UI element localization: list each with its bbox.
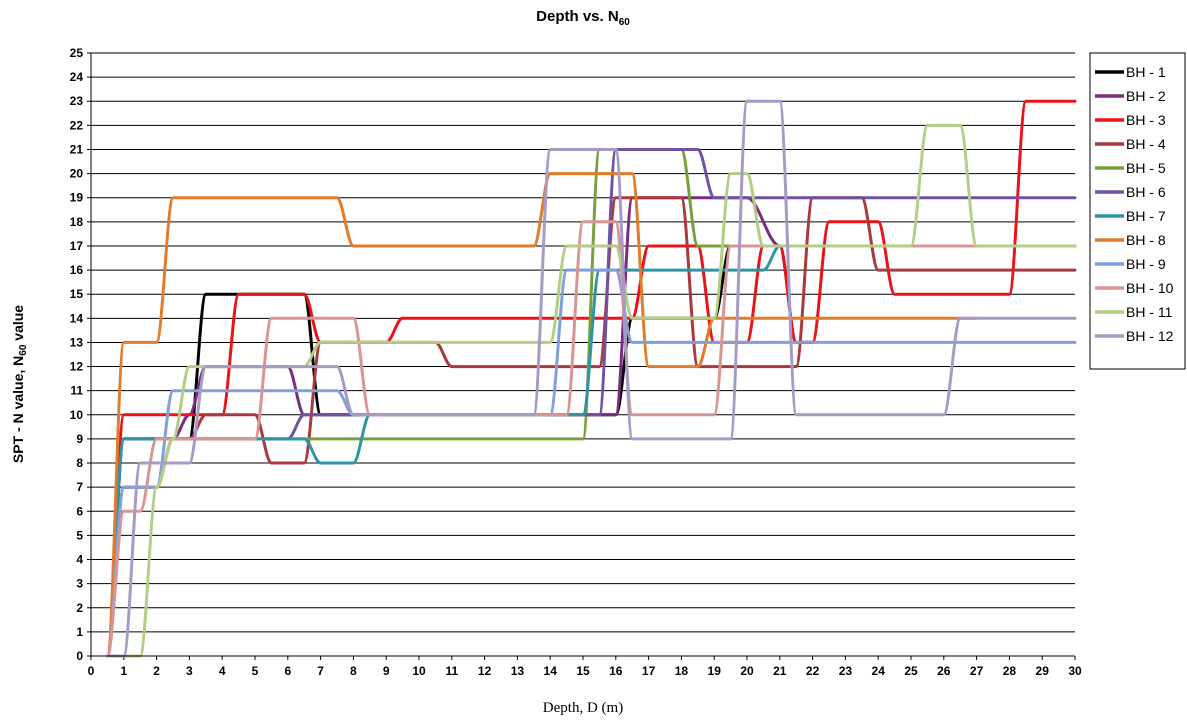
x-tick-label-27: 27 [970,664,984,678]
x-tick-label-15: 15 [576,664,590,678]
x-tick-label-9: 9 [383,664,390,678]
y-tick-label-1: 1 [76,625,83,639]
legend-label-bh-6: BH - 6 [1126,184,1166,200]
series-line-bh-6 [105,148,1077,658]
legend-label-bh-11: BH - 11 [1126,304,1173,320]
y-axis-label-main: SPT - N value, N [10,356,26,463]
legend-label-bh-4: BH - 4 [1126,136,1166,152]
y-tick-label-6: 6 [76,504,83,518]
x-tick-label-30: 30 [1068,664,1082,678]
x-tick-label-10: 10 [412,664,426,678]
y-tick-label-8: 8 [76,456,83,470]
x-tick-label-24: 24 [872,664,886,678]
x-tick-label-12: 12 [478,664,492,678]
legend-label-bh-10: BH - 10 [1126,280,1174,296]
x-tick-label-21: 21 [773,664,787,678]
y-tick-label-3: 3 [76,577,83,591]
y-tick-label-15: 15 [70,287,84,301]
y-axis-label-subscript: 60 [18,344,29,356]
y-tick-label-2: 2 [76,601,83,615]
x-tick-label-3: 3 [186,664,193,678]
legend-label-bh-5: BH - 5 [1126,160,1166,176]
y-tick-label-9: 9 [76,432,83,446]
x-tick-label-5: 5 [252,664,259,678]
x-tick-label-20: 20 [740,664,754,678]
x-tick-label-17: 17 [642,664,656,678]
x-tick-label-11: 11 [445,664,458,678]
legend-label-bh-1: BH - 1 [1126,64,1166,80]
y-tick-label-22: 22 [70,118,84,132]
x-tick-label-2: 2 [153,664,160,678]
y-tick-label-23: 23 [70,94,84,108]
y-axis-label: SPT - N value, N60 value [10,305,29,463]
x-tick-label-29: 29 [1036,664,1050,678]
y-tick-label-16: 16 [70,263,84,277]
x-tick-label-8: 8 [350,664,357,678]
series-line-bh-12 [105,99,1077,658]
y-tick-label-5: 5 [76,528,83,542]
series-line-bh-3 [105,99,1077,658]
x-tick-label-14: 14 [544,664,558,678]
legend: BH - 1 BH - 2 BH - 3 BH - 4 BH - 5 BH - 6 BH -… [1089,52,1186,370]
x-tick-label-28: 28 [1003,664,1017,678]
x-axis-label: Depth, D (m) [543,700,623,716]
y-tick-label-19: 19 [70,191,84,205]
y-axis-label-suffix: value [10,305,26,345]
y-tick-label-12: 12 [70,360,84,374]
y-axis-ticks: 0123456789101112131415161718192021222324… [70,46,91,663]
y-tick-label-10: 10 [70,408,84,422]
x-tick-label-4: 4 [219,664,226,678]
y-tick-label-20: 20 [70,167,84,181]
y-tick-label-14: 14 [70,311,84,325]
y-tick-label-11: 11 [70,384,83,398]
x-tick-label-7: 7 [317,664,324,678]
legend-label-bh-9: BH - 9 [1126,256,1166,272]
y-tick-label-7: 7 [76,480,83,494]
x-tick-label-26: 26 [937,664,951,678]
legend-label-bh-8: BH - 8 [1126,232,1166,248]
y-tick-label-18: 18 [70,215,84,229]
y-tick-label-4: 4 [76,553,83,567]
legend-label-bh-3: BH - 3 [1126,112,1166,128]
series-line-bh-8 [105,172,979,658]
x-tick-label-6: 6 [284,664,291,678]
x-tick-label-25: 25 [904,664,918,678]
series-lines [105,99,1077,658]
x-tick-label-22: 22 [806,664,820,678]
x-tick-label-23: 23 [839,664,853,678]
x-tick-label-19: 19 [708,664,722,678]
legend-label-bh-7: BH - 7 [1126,208,1166,224]
x-axis-ticks: 0 1 2 3 4 5 6 7 8 9 10 11 12 13 14 15 16 17 18 19 20 21 22 23 24… [88,656,1082,678]
series-line-bh-5 [105,148,1077,658]
chart-title-subscript: 60 [619,17,631,28]
x-tick-label-0: 0 [88,664,95,678]
x-tick-label-1: 1 [120,664,127,678]
y-tick-label-13: 13 [70,335,84,349]
legend-label-bh-2: BH - 2 [1126,88,1166,104]
legend-box [1089,52,1186,370]
x-tick-label-18: 18 [675,664,689,678]
chart-title-main: Depth vs. N [536,8,619,25]
y-tick-label-0: 0 [76,649,83,663]
y-tick-label-17: 17 [70,239,84,253]
y-tick-label-24: 24 [70,70,84,84]
y-tick-label-21: 21 [70,142,84,156]
x-tick-label-13: 13 [511,664,525,678]
chart-title: Depth vs. N60 [536,8,630,28]
y-tick-label-25: 25 [70,46,84,60]
legend-label-bh-12: BH - 12 [1126,328,1174,344]
x-tick-label-16: 16 [609,664,623,678]
